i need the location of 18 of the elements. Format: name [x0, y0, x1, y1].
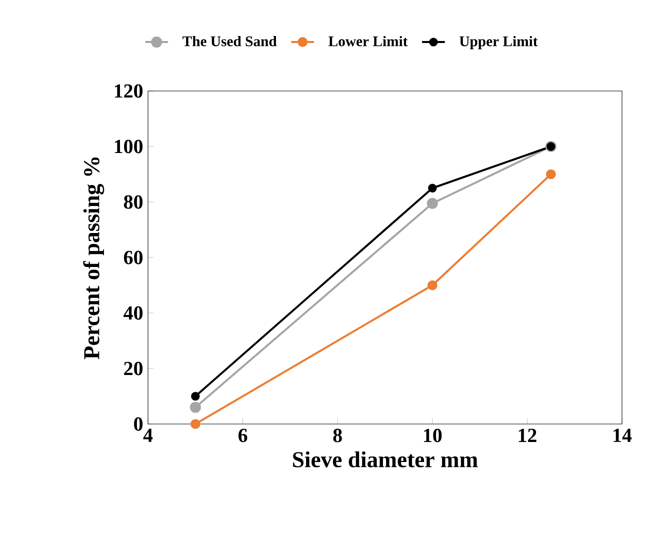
x-axis-title: Sieve diameter mm [293, 451, 478, 468]
y-axis-title: Percent of passing % [83, 158, 104, 360]
y-tick-label: 20 [124, 362, 143, 376]
x-tick-label: 4 [143, 428, 153, 442]
y-tick-label: 60 [124, 250, 143, 264]
x-tick-label: 10 [424, 428, 442, 442]
y-tick-label: 100 [114, 140, 143, 154]
x-tick-label: 14 [614, 428, 632, 442]
legend-label: The Used Sand [182, 36, 277, 46]
y-tick-label: 40 [124, 306, 143, 320]
y-tick-label: 0 [134, 417, 143, 431]
x-tick-label: 8 [333, 428, 342, 442]
legend-label: Lower Limit [328, 36, 408, 46]
x-tick-label: 12 [518, 428, 536, 442]
y-tick-label: 120 [114, 84, 143, 98]
legend-label: Upper Limit [460, 36, 538, 50]
y-tick-label: 80 [124, 195, 143, 209]
x-tick-label: 6 [238, 428, 248, 442]
